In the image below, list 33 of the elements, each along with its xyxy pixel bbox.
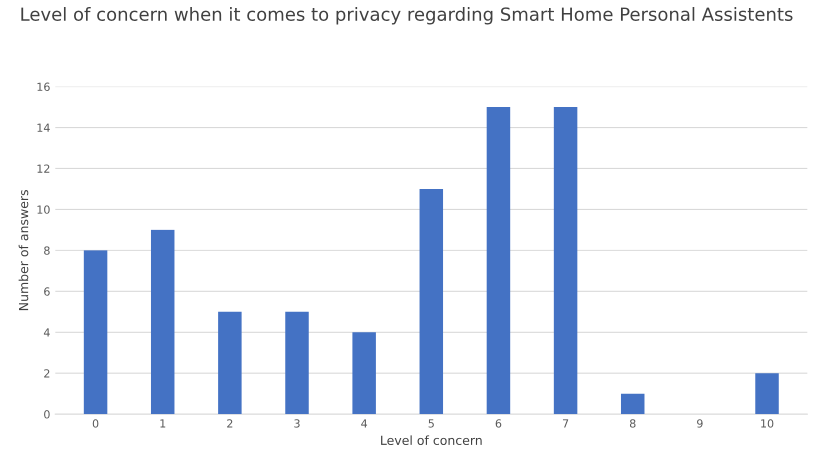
bar [84,250,108,414]
bar [285,312,309,414]
y-tick-label: 12 [38,164,50,173]
y-tick-label: 16 [38,82,50,91]
x-tick-label: 2 [227,419,232,428]
y-tick-label: 14 [38,124,50,132]
x-tick-label: 3 [294,419,300,428]
y-tick-label: 0 [44,410,50,419]
bar [620,394,644,414]
bar [150,230,174,414]
bar [420,188,444,414]
y-tick-label: 4 [44,328,50,336]
bar [755,373,779,414]
x-tick-label: 9 [697,419,703,428]
x-tick-label: 7 [562,419,568,428]
x-tick-label: 8 [630,419,636,428]
bar [554,107,578,414]
y-tick-label: 10 [38,205,50,214]
x-tick-label: 10 [761,419,774,428]
x-tick-label: 1 [160,419,166,428]
y-tick-label: 6 [44,287,50,296]
bar [218,312,242,414]
y-axis-title: Number of answers [18,190,28,310]
bar [352,332,376,414]
chart-title: Level of concern when it comes to privacy regarding Smart Home Personal Assistents [21,7,793,24]
y-tick-label: 8 [44,246,50,255]
x-tick-label: 6 [496,419,502,428]
x-tick-label: 4 [361,419,368,428]
x-tick-label: 5 [428,419,434,428]
y-tick-label: 2 [44,369,50,378]
x-tick-label: 0 [92,419,98,428]
bar [486,107,510,414]
x-axis-title: Level of concern [381,435,482,446]
